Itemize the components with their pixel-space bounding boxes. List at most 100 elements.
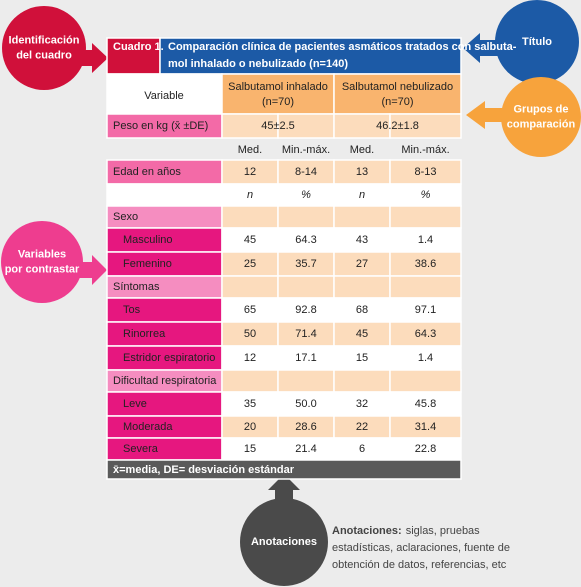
circle	[2, 6, 86, 90]
cell	[277, 113, 335, 139]
cell-value: 45.8	[415, 398, 436, 410]
cell	[333, 275, 391, 299]
cell	[221, 251, 279, 277]
cell-value: 17.1	[295, 352, 316, 364]
circle	[240, 498, 328, 586]
cell-value: 8-13	[414, 166, 436, 178]
table: Cuadro 1. Comparación clínica de paciente…	[106, 37, 517, 480]
cell	[277, 227, 335, 253]
circle	[495, 0, 579, 84]
cell	[389, 205, 462, 229]
cell	[221, 73, 335, 115]
notes-line: obtención de datos, referencias, etc	[332, 559, 507, 571]
arrow	[78, 255, 107, 285]
row-label: Síntomas	[113, 281, 160, 293]
annotation-label: por contrastar	[5, 263, 80, 275]
annotation-label: Variables	[18, 248, 66, 260]
group-header: Salbutamol inhalado	[228, 81, 328, 93]
cell-value: 22	[356, 421, 368, 433]
cell-value: 35	[244, 398, 256, 410]
cell	[106, 37, 161, 75]
cell	[106, 391, 223, 417]
cell-value: 32	[356, 398, 368, 410]
cell-value: 20	[244, 421, 256, 433]
cell-value: Min.-máx.	[282, 144, 330, 156]
group-header: (n=70)	[262, 96, 294, 108]
cell-value: 8-14	[295, 166, 317, 178]
cell-value: 68	[356, 304, 368, 316]
cell-value: 97.1	[415, 304, 436, 316]
group-header: (n=70)	[381, 96, 413, 108]
annotation-label: Identificación	[9, 34, 80, 46]
cell	[389, 345, 462, 371]
arrow	[463, 33, 500, 63]
annotation-label: Título	[522, 36, 552, 48]
cell	[389, 297, 462, 323]
cell	[277, 205, 335, 229]
cell	[277, 297, 335, 323]
cell-value: 45	[356, 328, 368, 340]
table-label: Cuadro 1.	[113, 41, 164, 53]
table-title: Comparación clínica de pacientes asmátic…	[168, 41, 517, 53]
cell	[333, 205, 391, 229]
cell	[221, 297, 279, 323]
cell	[106, 183, 223, 207]
cell	[389, 159, 462, 185]
cell-value: 50	[244, 328, 256, 340]
row-label: Tos	[123, 304, 141, 316]
row-label: Edad en años	[113, 166, 181, 178]
cell-value: 65	[244, 304, 256, 316]
annotation-label: del cuadro	[16, 49, 72, 61]
row-label: Peso en kg (x̄ ±DE)	[113, 120, 208, 132]
cell-value: 15	[356, 352, 368, 364]
annotation-label: comparación	[507, 118, 576, 130]
cell-value: n	[359, 189, 365, 201]
cell-value: 92.8	[295, 304, 316, 316]
cell	[159, 37, 462, 75]
annotation-label: Grupos de	[513, 103, 568, 115]
cell-value: 21.4	[295, 443, 316, 455]
arrow	[80, 43, 108, 73]
row-label: Rinorrea	[123, 328, 166, 340]
header-variable: Variable	[144, 90, 184, 102]
cell	[277, 251, 335, 277]
cell	[221, 369, 279, 393]
notes-text: Anotaciones: siglas, pruebas estadísticas,…	[332, 525, 510, 571]
cell-value: 43	[356, 234, 368, 246]
cell	[277, 369, 335, 393]
cell	[333, 369, 391, 393]
row-label: Estridor espiratorio	[123, 352, 215, 364]
cell-value: 13	[356, 166, 368, 178]
row-label: Dificultad respiratoria	[113, 375, 217, 387]
notes-line: estadísticas, aclaraciones, fuente de	[332, 542, 510, 554]
cell	[277, 275, 335, 299]
cell-value: 28.6	[295, 421, 316, 433]
cell	[221, 275, 279, 299]
arrow	[268, 474, 300, 500]
cell-value: 50.0	[295, 398, 316, 410]
cell-value: n	[247, 189, 253, 201]
circle	[1, 221, 83, 303]
cell	[221, 205, 279, 229]
row-label: Severa	[123, 443, 159, 455]
group-header: Salbutamol nebulizado	[342, 81, 453, 93]
cell	[106, 321, 223, 347]
cell-value: 71.4	[295, 328, 316, 340]
cell-value: 6	[359, 443, 365, 455]
notes-heading: Anotaciones:	[332, 525, 402, 537]
cell-value: 12	[244, 352, 256, 364]
cell-value: 45±2.5	[261, 120, 295, 132]
cell	[333, 73, 462, 115]
cell-value: 1.4	[418, 352, 433, 364]
circle	[501, 77, 581, 157]
cell-value: 12	[244, 166, 256, 178]
cell	[333, 113, 391, 139]
row-label: Sexo	[113, 211, 138, 223]
cell-value: 31.4	[415, 421, 436, 433]
notes-line: siglas, pruebas	[406, 525, 480, 537]
row-label: Leve	[123, 398, 147, 410]
cell-value: 25	[244, 258, 256, 270]
row-label: Moderada	[123, 421, 173, 433]
cell	[333, 297, 391, 323]
cell-value: 46.2±1.8	[376, 120, 419, 132]
